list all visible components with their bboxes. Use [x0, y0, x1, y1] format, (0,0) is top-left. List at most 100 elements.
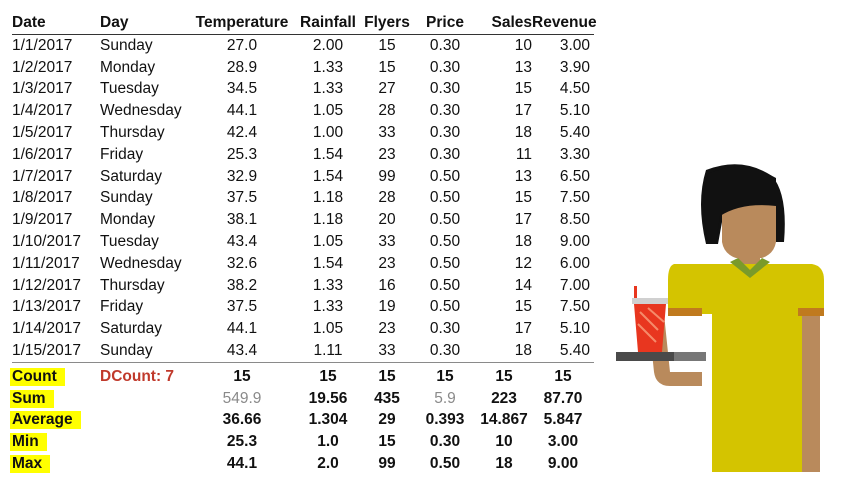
- cell-day: Friday: [100, 145, 144, 163]
- empty-cell: [100, 453, 188, 475]
- cell-revenue: 3.90: [559, 58, 590, 76]
- cell-day: Tuesday: [100, 80, 159, 98]
- stat-row-sum: Sum 549.9 19.56 435 5.9 223 87.70: [10, 388, 594, 410]
- cell-date: 1/12/2017: [12, 276, 81, 294]
- cell-flyers: 23: [378, 145, 396, 163]
- stat-cell: 36.66: [222, 411, 262, 429]
- cell-revenue: 5.40: [559, 342, 590, 360]
- cell-rainfall: 1.33: [312, 276, 344, 294]
- cell-rainfall: 1.05: [312, 320, 344, 338]
- cell-date: 1/15/2017: [12, 342, 81, 360]
- stat-cell: 0.50: [429, 455, 461, 473]
- cell-temperature: 37.5: [226, 298, 258, 316]
- cell-sales: 17: [514, 211, 532, 229]
- cell-temperature: 34.5: [226, 80, 258, 98]
- cell-price: 0.50: [429, 254, 461, 272]
- data-rows: 1/1/2017 Sunday 27.0 2.00 15 0.30 10 3.00 1/2/20…: [12, 35, 594, 363]
- cell-sales: 13: [514, 58, 532, 76]
- stat-row-average: Average 36.66 1.304 29 0.393 14.867 5.84…: [10, 410, 594, 432]
- stat-cell: 549.9: [222, 389, 262, 407]
- empty-cell: [100, 410, 188, 432]
- table-row: 1/3/2017 Tuesday 34.5 1.33 27 0.30 15 4.50: [12, 79, 594, 101]
- cell-flyers: 28: [378, 189, 396, 207]
- cell-rainfall: 1.18: [312, 189, 344, 207]
- header-sales: Sales: [476, 12, 532, 35]
- cell-revenue: 6.00: [559, 254, 590, 272]
- cell-price: 0.30: [429, 320, 461, 338]
- table-row: 1/12/2017 Thursday 38.2 1.33 16 0.50 14 7.00: [12, 275, 594, 297]
- cell-day: Sunday: [100, 36, 153, 54]
- cell-temperature: 32.6: [226, 254, 258, 272]
- stat-cell: 1.0: [317, 433, 339, 451]
- cell-price: 0.50: [429, 211, 461, 229]
- cell-temperature: 28.9: [226, 58, 258, 76]
- arm-right-icon: [802, 316, 820, 472]
- stat-cell: 1.304: [308, 411, 348, 429]
- cell-flyers: 23: [378, 254, 396, 272]
- table-row: 1/11/2017 Wednesday 32.6 1.54 23 0.50 12 6.00: [12, 253, 594, 275]
- cell-rainfall: 1.33: [312, 58, 344, 76]
- stat-cell: 10: [495, 433, 513, 451]
- stat-cell: 87.70: [543, 389, 583, 407]
- header-price: Price: [414, 12, 476, 35]
- cell-price: 0.30: [429, 58, 461, 76]
- stat-cell: 29: [378, 411, 396, 429]
- cell-rainfall: 1.18: [312, 211, 344, 229]
- table-row: 1/9/2017 Monday 38.1 1.18 20 0.50 17 8.50: [12, 209, 594, 231]
- data-sheet: Date Day Temperature Rainfall Flyers Pri…: [10, 12, 597, 475]
- cell-date: 1/5/2017: [12, 124, 73, 142]
- header-row: Date Day Temperature Rainfall Flyers Pri…: [12, 12, 597, 35]
- cell-day: Tuesday: [100, 233, 159, 251]
- table-row: 1/14/2017 Saturday 44.1 1.05 23 0.30 17 5.10: [12, 318, 594, 340]
- stat-cell: 99: [378, 455, 396, 473]
- cell-revenue: 6.50: [559, 167, 590, 185]
- cell-temperature: 44.1: [226, 320, 258, 338]
- cell-sales: 17: [514, 102, 532, 120]
- shirt-icon: [668, 264, 824, 472]
- cell-date: 1/6/2017: [12, 145, 73, 163]
- cell-sales: 11: [515, 145, 532, 163]
- cell-rainfall: 1.54: [312, 145, 344, 163]
- cell-revenue: 5.40: [559, 124, 590, 142]
- cell-day: Monday: [100, 211, 156, 229]
- serving-tray-icon: [616, 352, 706, 361]
- cell-flyers: 15: [378, 58, 396, 76]
- cell-date: 1/11/2017: [12, 254, 80, 272]
- cell-flyers: 16: [378, 276, 396, 294]
- cell-price: 0.30: [429, 145, 461, 163]
- table-row: 1/8/2017 Sunday 37.5 1.18 28 0.50 15 7.50: [12, 188, 594, 210]
- cell-temperature: 42.4: [226, 124, 258, 142]
- cell-rainfall: 1.54: [312, 254, 344, 272]
- empty-cell: [100, 431, 188, 453]
- cell-flyers: 33: [378, 342, 396, 360]
- stat-cell: 15: [414, 361, 476, 388]
- cell-temperature: 37.5: [226, 189, 258, 207]
- cell-revenue: 3.00: [559, 36, 590, 54]
- stat-label-count: Count: [10, 361, 100, 388]
- cell-rainfall: 1.33: [312, 298, 344, 316]
- stat-row-min: Min 25.3 1.0 15 0.30 10 3.00: [10, 431, 594, 453]
- stat-cell: 3.00: [547, 433, 579, 451]
- table-row: 1/7/2017 Saturday 32.9 1.54 99 0.50 13 6.50: [12, 166, 594, 188]
- stat-cell: 15: [378, 433, 396, 451]
- cell-day: Monday: [100, 58, 156, 76]
- cell-temperature: 44.1: [226, 102, 258, 120]
- cell-day: Saturday: [100, 167, 163, 185]
- cell-temperature: 43.4: [226, 233, 258, 251]
- header-revenue: Revenue: [532, 12, 597, 35]
- cell-revenue: 8.50: [559, 211, 590, 229]
- stat-cell: 5.9: [434, 389, 456, 407]
- cell-revenue: 4.50: [559, 80, 590, 98]
- cell-day: Saturday: [100, 320, 163, 338]
- cell-flyers: 28: [378, 102, 396, 120]
- cell-temperature: 43.4: [226, 342, 258, 360]
- cell-revenue: 5.10: [559, 102, 590, 120]
- cell-sales: 15: [514, 189, 532, 207]
- stat-cell: 9.00: [547, 455, 579, 473]
- cell-day: Sunday: [100, 189, 153, 207]
- stat-cell: 435: [374, 389, 400, 407]
- cell-revenue: 5.10: [559, 320, 590, 338]
- table-row: 1/2/2017 Monday 28.9 1.33 15 0.30 13 3.90: [12, 57, 594, 79]
- cell-date: 1/1/2017: [12, 36, 73, 54]
- cell-rainfall: 1.05: [312, 233, 344, 251]
